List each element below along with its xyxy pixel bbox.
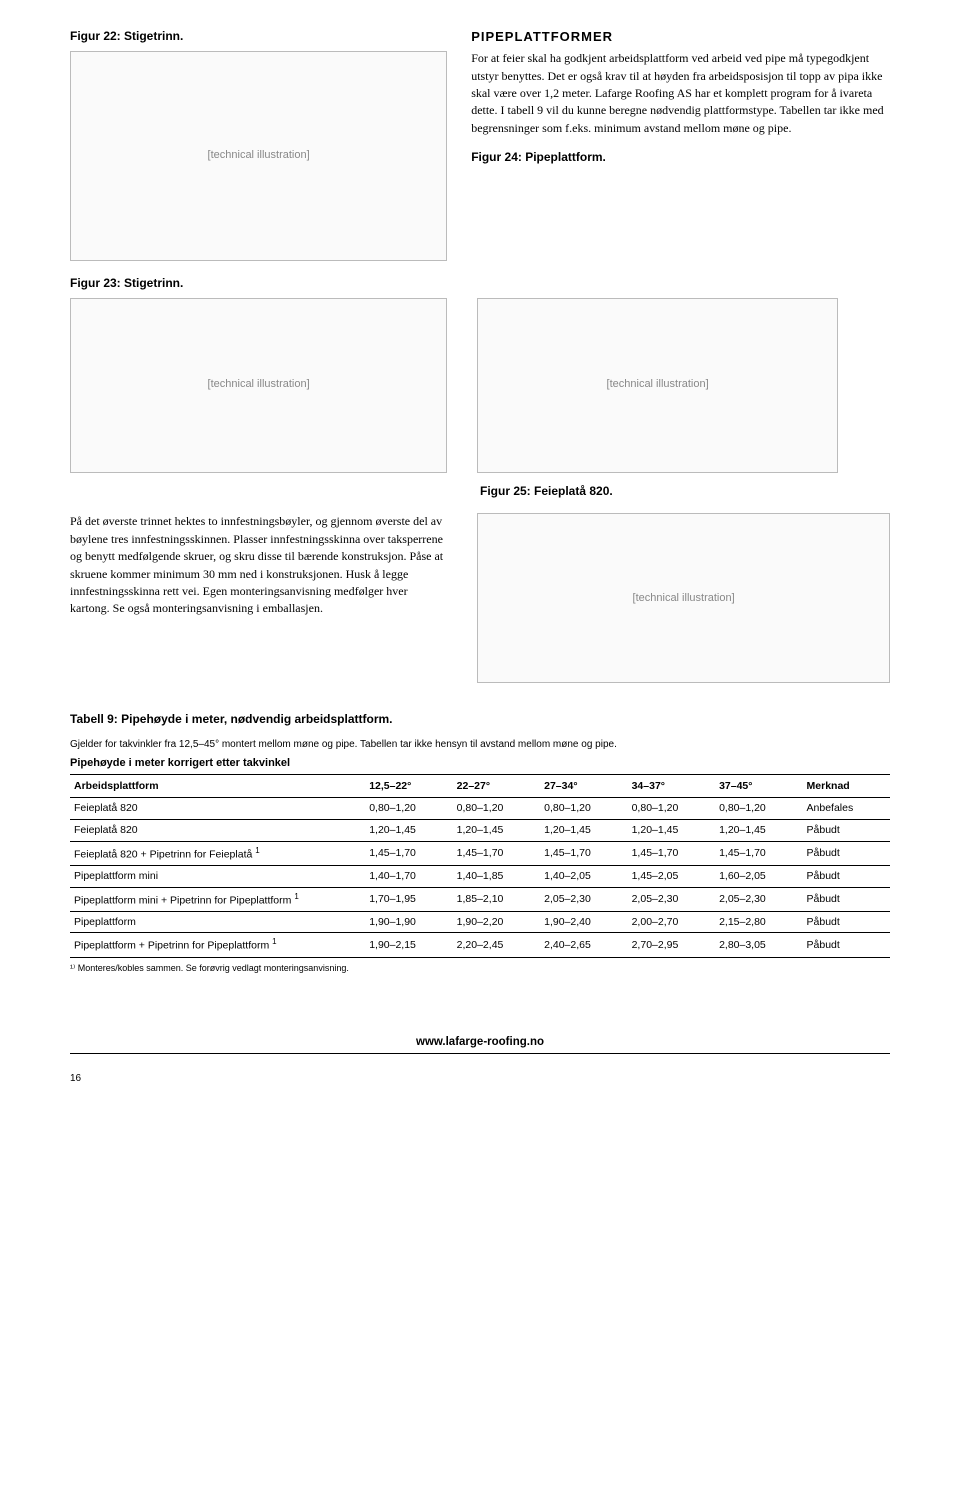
table-cell: Påbudt: [803, 841, 890, 865]
table-cell: 0,80–1,20: [453, 798, 540, 820]
table-note: Gjelder for takvinkler fra 12,5–45° mont…: [70, 738, 890, 752]
table-cell: Pipeplattform: [70, 911, 365, 933]
table-cell: Feieplatå 820 + Pipetrinn for Feieplatå …: [70, 841, 365, 865]
table-row: Feieplatå 820 + Pipetrinn for Feieplatå …: [70, 841, 890, 865]
table-row: Pipeplattform mini1,40–1,701,40–1,851,40…: [70, 865, 890, 887]
table-cell: 1,20–1,45: [453, 819, 540, 841]
table-cell: 1,40–1,85: [453, 865, 540, 887]
th-4: 34–37°: [628, 774, 715, 798]
table-cell: 2,15–2,80: [715, 911, 802, 933]
fig23-block: Figur 23: Stigetrinn. [technical illustr…: [70, 275, 890, 500]
fig22-image: [technical illustration]: [70, 51, 447, 261]
table-cell: Påbudt: [803, 911, 890, 933]
pipeplattformer-text: PIPEPLATTFORMER For at feier skal ha god…: [471, 28, 890, 261]
table-cell: 1,70–1,95: [365, 887, 452, 911]
footer-url: www.lafarge-roofing.no: [70, 1034, 890, 1054]
table-cell: 1,45–1,70: [453, 841, 540, 865]
table-cell: 2,40–2,65: [540, 933, 627, 957]
table-row: Pipeplattform1,90–1,901,90–2,201,90–2,40…: [70, 911, 890, 933]
table-cell: 1,45–2,05: [628, 865, 715, 887]
table-cell: Pipeplattform mini + Pipetrinn for Pipep…: [70, 887, 365, 911]
table-cell: 1,20–1,45: [628, 819, 715, 841]
mid-section: På det øverste trinnet hektes to innfest…: [70, 513, 890, 683]
table-footnote: ¹⁾ Monteres/kobles sammen. Se forøvrig v…: [70, 962, 890, 975]
table-cell: 1,45–1,70: [365, 841, 452, 865]
table-cell: Pipeplattform + Pipetrinn for Pipeplattf…: [70, 933, 365, 957]
table-cell: 0,80–1,20: [540, 798, 627, 820]
table-header-row: Arbeidsplattform 12,5–22° 22–27° 27–34° …: [70, 774, 890, 798]
table-body: Feieplatå 8200,80–1,200,80–1,200,80–1,20…: [70, 798, 890, 957]
table-row: Feieplatå 8201,20–1,451,20–1,451,20–1,45…: [70, 819, 890, 841]
fig24-image: [technical illustration]: [477, 298, 838, 473]
table-title: Tabell 9: Pipehøyde i meter, nødvendig a…: [70, 711, 890, 728]
table-cell: 1,90–2,40: [540, 911, 627, 933]
table-cell: 1,40–1,70: [365, 865, 452, 887]
table-row: Feieplatå 8200,80–1,200,80–1,200,80–1,20…: [70, 798, 890, 820]
table-cell: Påbudt: [803, 887, 890, 911]
fig22-caption: Figur 22: Stigetrinn.: [70, 28, 447, 45]
table-cell: 1,45–1,70: [628, 841, 715, 865]
table-cell: 2,05–2,30: [715, 887, 802, 911]
table-cell: 0,80–1,20: [365, 798, 452, 820]
table-cell: 2,05–2,30: [628, 887, 715, 911]
table-cell: 1,90–1,90: [365, 911, 452, 933]
section-paragraph: For at feier skal ha godkjent arbeidspla…: [471, 50, 890, 137]
fig24-caption: Figur 24: Pipeplattform.: [471, 149, 890, 166]
table-cell: 2,70–2,95: [628, 933, 715, 957]
mid-text-block: På det øverste trinnet hektes to innfest…: [70, 513, 447, 683]
fig23-caption: Figur 23: Stigetrinn.: [70, 275, 890, 292]
fig25-caption: Figur 25: Feieplatå 820.: [480, 483, 890, 500]
table-row: Pipeplattform mini + Pipetrinn for Pipep…: [70, 887, 890, 911]
th-2: 22–27°: [453, 774, 540, 798]
table-cell: 0,80–1,20: [628, 798, 715, 820]
table-cell: Feieplatå 820: [70, 798, 365, 820]
table-cell: 1,45–1,70: [715, 841, 802, 865]
fig25-image: [technical illustration]: [477, 513, 890, 683]
table-cell: 2,05–2,30: [540, 887, 627, 911]
fig23-24-row: [technical illustration] [technical illu…: [70, 298, 890, 473]
table-cell: 1,40–2,05: [540, 865, 627, 887]
table-cell: Anbefales: [803, 798, 890, 820]
th-6: Merknad: [803, 774, 890, 798]
th-5: 37–45°: [715, 774, 802, 798]
th-0: Arbeidsplattform: [70, 774, 365, 798]
fig25-block: [technical illustration]: [477, 513, 890, 683]
th-1: 12,5–22°: [365, 774, 452, 798]
table-cell: 1,45–1,70: [540, 841, 627, 865]
table-subhead: Pipehøyde i meter korrigert etter takvin…: [70, 756, 890, 771]
table-cell: 0,80–1,20: [715, 798, 802, 820]
table-cell: 2,20–2,45: [453, 933, 540, 957]
table-cell: 1,60–2,05: [715, 865, 802, 887]
table-cell: Påbudt: [803, 933, 890, 957]
table-cell: 1,90–2,15: [365, 933, 452, 957]
table-cell: Påbudt: [803, 865, 890, 887]
table-cell: 1,90–2,20: [453, 911, 540, 933]
table-cell: Pipeplattform mini: [70, 865, 365, 887]
table-cell: 1,20–1,45: [540, 819, 627, 841]
table-cell: 1,20–1,45: [715, 819, 802, 841]
top-section: Figur 22: Stigetrinn. [technical illustr…: [70, 28, 890, 261]
page-number: 16: [70, 1072, 890, 1086]
table-cell: 1,20–1,45: [365, 819, 452, 841]
section-heading: PIPEPLATTFORMER: [471, 28, 890, 46]
fig23-image: [technical illustration]: [70, 298, 447, 473]
table-cell: Feieplatå 820: [70, 819, 365, 841]
table-cell: 2,80–3,05: [715, 933, 802, 957]
table-cell: Påbudt: [803, 819, 890, 841]
mid-paragraph: På det øverste trinnet hektes to innfest…: [70, 513, 447, 617]
table-row: Pipeplattform + Pipetrinn for Pipeplattf…: [70, 933, 890, 957]
th-3: 27–34°: [540, 774, 627, 798]
table-9: Arbeidsplattform 12,5–22° 22–27° 27–34° …: [70, 774, 890, 958]
table-cell: 1,85–2,10: [453, 887, 540, 911]
table-cell: 2,00–2,70: [628, 911, 715, 933]
fig22-block: Figur 22: Stigetrinn. [technical illustr…: [70, 28, 447, 261]
